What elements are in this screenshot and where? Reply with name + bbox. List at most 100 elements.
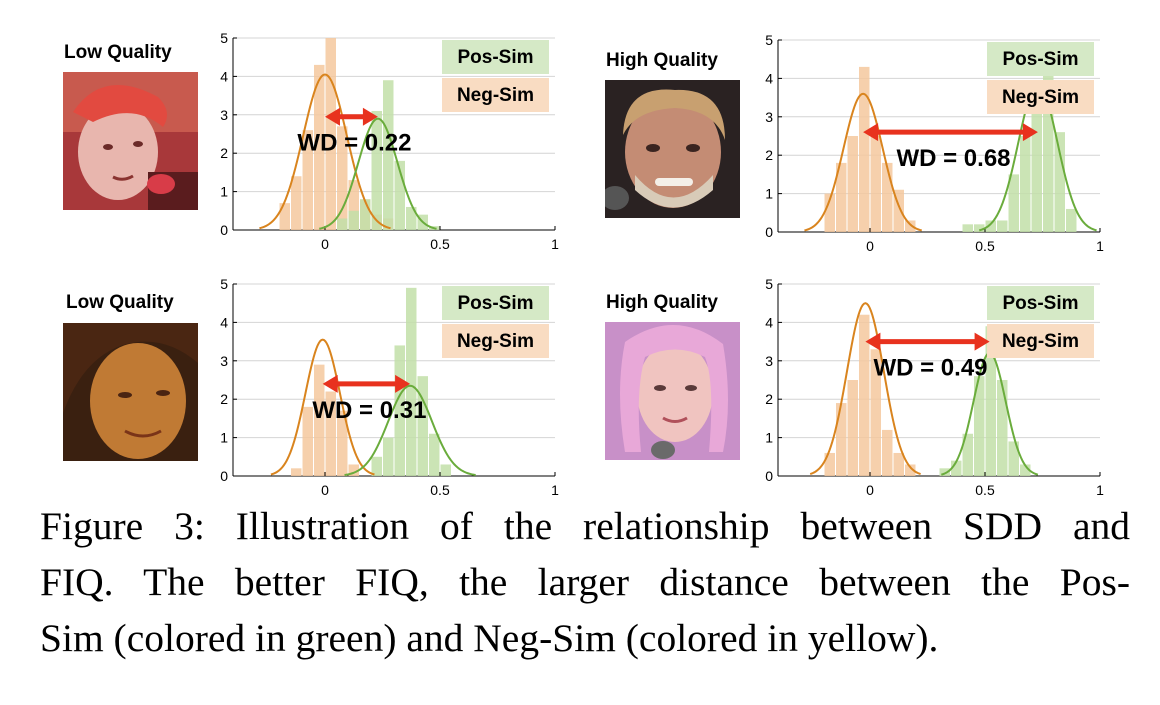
- neg-sim-bar: [847, 136, 858, 232]
- neg-sim-bar: [870, 136, 881, 232]
- legend-neg-label: Neg-Sim: [457, 85, 534, 106]
- quality-label: Low Quality: [66, 292, 174, 313]
- neg-sim-bar: [859, 66, 870, 232]
- y-tick-label: 1: [765, 186, 773, 202]
- wd-label: WD = 0.22: [297, 130, 411, 157]
- neg-sim-fit-curve: [809, 302, 921, 476]
- y-tick-label: 5: [765, 32, 773, 48]
- face-photo-woman-pink-hair: [605, 322, 740, 460]
- x-tick-label: 0.5: [975, 238, 995, 254]
- legend-neg-box: [442, 324, 549, 358]
- y-tick-label: 2: [765, 391, 773, 407]
- quality-label: High Quality: [606, 292, 718, 313]
- pos-sim-bar: [406, 206, 417, 230]
- legend-pos-box: [987, 286, 1094, 320]
- wd-arrow-head-right: [974, 332, 990, 351]
- pos-sim-bar: [383, 437, 394, 476]
- caption-line-3: Sim (colored in green) and Neg-Sim (colo…: [40, 616, 939, 660]
- quality-label: Low Quality: [64, 42, 172, 63]
- y-tick-label: 3: [220, 353, 228, 369]
- pos-sim-bar: [997, 380, 1008, 476]
- y-tick-label: 4: [765, 314, 773, 330]
- pos-sim-bar: [997, 220, 1008, 232]
- y-tick-label: 3: [220, 107, 228, 123]
- wd-arrow-head-left: [322, 374, 338, 393]
- x-tick-label: 0: [321, 482, 329, 498]
- y-tick-label: 1: [220, 184, 228, 200]
- wd-arrow-head-right: [395, 374, 411, 393]
- wd-arrow-head-right: [362, 107, 378, 126]
- y-tick-label: 4: [220, 68, 228, 84]
- pos-sim-bar: [939, 468, 950, 476]
- y-tick-label: 4: [220, 314, 228, 330]
- y-tick-label: 1: [220, 430, 228, 446]
- wd-arrow-head-left: [865, 332, 881, 351]
- x-tick-label: 0.5: [975, 482, 995, 498]
- pos-sim-bar: [951, 460, 962, 476]
- legend-neg-box: [987, 324, 1094, 358]
- wd-label: WD = 0.31: [312, 397, 426, 424]
- neg-sim-bar: [882, 162, 893, 232]
- neg-sim-bar: [348, 180, 359, 230]
- x-tick-label: 0: [866, 482, 874, 498]
- legend-neg-box: [442, 78, 549, 112]
- pos-sim-bar: [429, 433, 440, 476]
- neg-sim-bar: [314, 364, 325, 476]
- neg-sim-bar: [893, 452, 904, 476]
- y-tick-label: 3: [765, 109, 773, 125]
- figure-caption: Figure 3: Illustration of the relationsh…: [40, 498, 1130, 666]
- y-tick-label: 3: [765, 353, 773, 369]
- pos-sim-bar: [974, 376, 985, 476]
- y-tick-label: 0: [765, 468, 773, 484]
- wd-label: WD = 0.68: [896, 145, 1010, 172]
- neg-sim-bar: [905, 464, 916, 476]
- neg-sim-bar: [847, 380, 858, 476]
- y-tick-label: 0: [220, 468, 228, 484]
- chart-panel-1: 0 1 2 3 4 5 0 0.5 1 Pos-Sim Neg-Sim WD = 0.22: [220, 30, 559, 252]
- legend-pos-label: Pos-Sim: [1002, 49, 1078, 70]
- neg-sim-bar: [836, 403, 847, 476]
- y-tick-label: 0: [765, 224, 773, 240]
- y-tick-label: 0: [220, 222, 228, 238]
- pos-sim-bar: [1020, 464, 1031, 476]
- legend-pos-label: Pos-Sim: [457, 47, 533, 68]
- caption-line-2: FIQ. The better FIQ, the larger distance…: [40, 560, 1130, 604]
- neg-sim-bar: [870, 349, 881, 476]
- pos-sim-bar: [360, 199, 371, 230]
- neg-sim-bar: [337, 410, 348, 476]
- chart-panel-3: 0 1 2 3 4 5 0 0.5 1 Pos-Sim Neg-Sim WD = 0.31: [220, 276, 559, 498]
- face-photo-woman-dark-hair: [63, 323, 198, 461]
- quality-label: High Quality: [606, 50, 718, 71]
- chart-panel-4: 0 1 2 3 4 5 0 0.5 1 Pos-Sim Neg-Sim WD = 0.49: [765, 276, 1104, 498]
- neg-sim-bar: [337, 126, 348, 230]
- y-tick-label: 2: [220, 145, 228, 161]
- x-tick-label: 0.5: [430, 236, 450, 252]
- neg-sim-bar: [824, 452, 835, 476]
- legend-neg-label: Neg-Sim: [1002, 331, 1079, 352]
- face-photo-older-man-beard: [605, 80, 740, 218]
- wd-arrow-head-right: [1022, 123, 1038, 142]
- legend-pos-box: [442, 286, 549, 320]
- wd-arrow-head-left: [325, 107, 340, 126]
- pos-sim-bar: [371, 110, 382, 230]
- pos-sim-bar: [985, 326, 996, 476]
- face-photo-red-tinted-singer: [63, 72, 198, 210]
- neg-sim-bar: [824, 193, 835, 232]
- pos-sim-bar: [417, 376, 428, 476]
- neg-sim-bar: [859, 314, 870, 476]
- pos-sim-bar: [1020, 136, 1031, 232]
- pos-sim-bar: [1008, 174, 1019, 232]
- pos-sim-bar: [1054, 132, 1065, 232]
- neg-sim-bar: [893, 189, 904, 232]
- pos-sim-bar: [394, 345, 405, 476]
- neg-sim-bar: [348, 464, 359, 476]
- wd-arrow-head-left: [863, 123, 879, 142]
- neg-sim-bar: [882, 429, 893, 476]
- pos-sim-bar: [974, 224, 985, 232]
- neg-sim-fit-curve: [270, 338, 375, 476]
- pos-sim-fit-curve: [319, 117, 437, 230]
- legend-pos-box: [442, 40, 549, 74]
- neg-sim-bar: [291, 176, 302, 230]
- pos-sim-bar: [1008, 441, 1019, 476]
- pos-sim-bar: [1043, 74, 1054, 232]
